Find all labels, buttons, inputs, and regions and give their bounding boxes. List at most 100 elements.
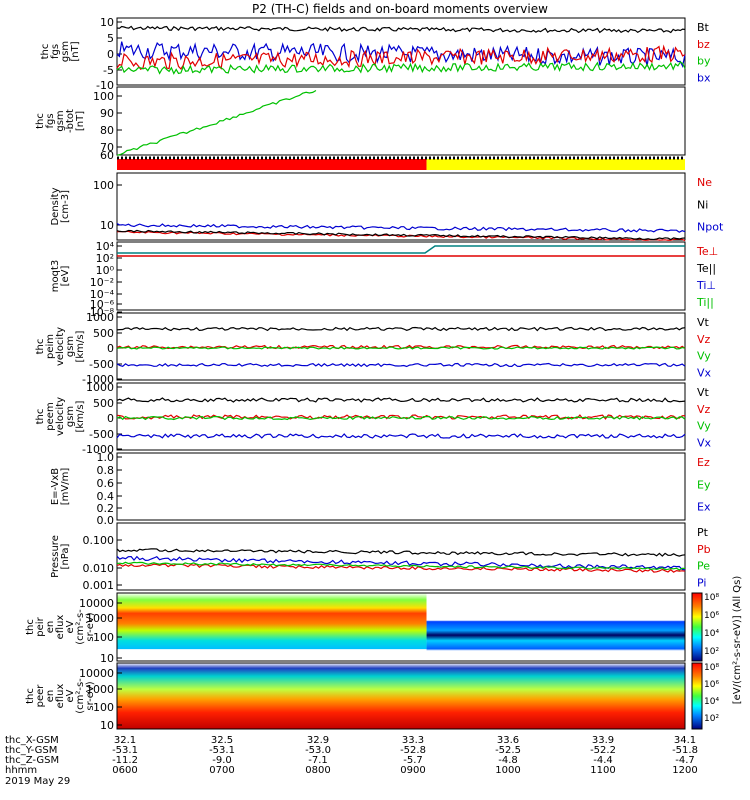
y-axis-label: thc <box>35 113 46 129</box>
y-tick-label: 10⁻⁸ <box>90 306 115 319</box>
x-tick-label: 33.6 <box>497 735 519 746</box>
y-tick-label: 1.0 <box>97 451 115 464</box>
y-tick-label: 10⁻⁴ <box>90 288 115 301</box>
legend-entry: Ez <box>697 456 710 469</box>
y-tick-label: 0.8 <box>97 464 115 477</box>
legend-entry: Pt <box>697 526 709 539</box>
series-Pi <box>116 555 686 571</box>
legend-entry: Te|| <box>696 262 716 275</box>
y-tick-label: 10 <box>100 219 114 232</box>
x-axis-row-label: thc_Z-GSM <box>5 755 59 766</box>
peir-heatmap-right <box>426 593 685 661</box>
chart-title: P2 (TH-C) fields and on-board moments ov… <box>252 2 548 16</box>
y-axis-label: [cm-3] <box>60 190 71 223</box>
y-axis-label: sr-eV) <box>85 681 96 710</box>
y-tick-label: 10⁴ <box>96 240 115 253</box>
y-tick-label: 0.100 <box>83 534 115 547</box>
x-tick-label: 1200 <box>672 765 697 776</box>
y-tick-label: 500 <box>93 397 114 410</box>
y-tick-label: 0.010 <box>83 562 115 575</box>
series-Ni <box>116 229 686 241</box>
x-tick-label: 1100 <box>590 765 615 776</box>
y-tick-label: 1000 <box>86 683 114 696</box>
series-Pb <box>116 563 686 573</box>
panel-frame <box>116 662 686 730</box>
y-axis-label: eflux <box>55 684 66 709</box>
y-tick-label: 1000 <box>86 311 114 324</box>
y-axis-label: en <box>45 690 56 703</box>
x-tick-label: -52.5 <box>495 745 521 756</box>
y-tick-label: 10² <box>96 252 114 265</box>
series-Pt <box>116 548 686 557</box>
panel-frame <box>116 241 686 311</box>
x-tick-label: -11.2 <box>112 755 138 766</box>
series-peim-Vt <box>116 326 686 332</box>
x-tick-label: -4.8 <box>498 755 518 766</box>
date-label: 2019 May 29 <box>5 776 70 787</box>
legend-entry: Vt <box>697 316 710 329</box>
y-axis-label: thc <box>25 688 36 704</box>
x-axis-row-label: thc_X-GSM <box>5 735 59 746</box>
y-axis-label: thc <box>35 409 46 425</box>
x-tick-label: 1000 <box>495 765 520 776</box>
y-tick-label: 10⁻⁶ <box>90 298 115 311</box>
y-tick-label: 0 <box>107 48 114 61</box>
colorbar-label: 10⁴ <box>704 697 719 707</box>
legend-entry: Ey <box>697 478 711 491</box>
x-tick-label: 33.3 <box>402 735 424 746</box>
y-tick-label: 10 <box>100 16 114 29</box>
colorbar-bottom <box>691 662 703 730</box>
legend-entry: bz <box>697 38 710 51</box>
legend-entry: Vz <box>697 333 711 346</box>
series-Bt <box>116 25 686 34</box>
y-tick-label: 10⁰ <box>96 264 115 277</box>
panel-frame <box>116 312 686 381</box>
y-axis-label: eflux <box>55 615 66 640</box>
y-axis-label: [nT] <box>70 41 81 61</box>
series-peem-Vt <box>116 397 686 403</box>
series-bz <box>116 44 686 70</box>
y-axis-label: moqt3 <box>50 260 61 293</box>
legend-entry: Ti|| <box>696 296 714 309</box>
colorbar-label: 10⁶ <box>704 680 719 690</box>
y-tick-label: 100 <box>93 90 114 103</box>
colorbar-top <box>691 592 703 662</box>
legend-entry: by <box>697 55 711 68</box>
colorbar-label: 10⁸ <box>704 593 719 603</box>
series-bx <box>116 41 686 68</box>
series-peem-Vx <box>116 433 686 439</box>
mode-bar-yellow <box>426 159 685 170</box>
y-axis-label: fgs <box>45 113 56 128</box>
peir-heatmap-left <box>117 593 427 661</box>
y-axis-label: Pressure <box>50 535 61 578</box>
x-tick-label: 33.9 <box>592 735 614 746</box>
series-Ti-perp <box>117 245 685 254</box>
y-tick-label: 5 <box>107 32 114 45</box>
y-axis-label: thc <box>40 44 51 60</box>
colorbar-label: 10⁴ <box>704 629 719 639</box>
panel-frame <box>116 86 686 156</box>
y-tick-label: 10000 <box>79 667 114 680</box>
y-axis-label: sr-eV) <box>85 612 96 641</box>
y-tick-label: 0 <box>107 342 114 355</box>
y-tick-label: -500 <box>89 358 114 371</box>
colorbar-label: 10⁶ <box>704 611 719 621</box>
y-tick-label: 70 <box>100 141 114 154</box>
x-tick-label: 0700 <box>209 765 234 776</box>
panel-frame <box>116 17 686 86</box>
y-tick-label: 100 <box>93 179 114 192</box>
x-tick-label: 34.1 <box>674 735 696 746</box>
series-Ne <box>116 230 686 242</box>
legend-entry: Vx <box>697 436 712 449</box>
x-tick-label: -7.1 <box>308 755 328 766</box>
y-axis-label: peer <box>35 684 46 708</box>
y-tick-label: 100 <box>93 701 114 714</box>
colorbar-label: 10² <box>704 647 719 657</box>
y-tick-label: 10 <box>100 719 114 732</box>
peer-heatmap <box>117 663 685 729</box>
series-Npot <box>116 222 686 233</box>
panel-frame <box>116 592 686 662</box>
legend-entry: Ni <box>697 198 708 211</box>
y-axis-label: [nT] <box>75 111 86 131</box>
